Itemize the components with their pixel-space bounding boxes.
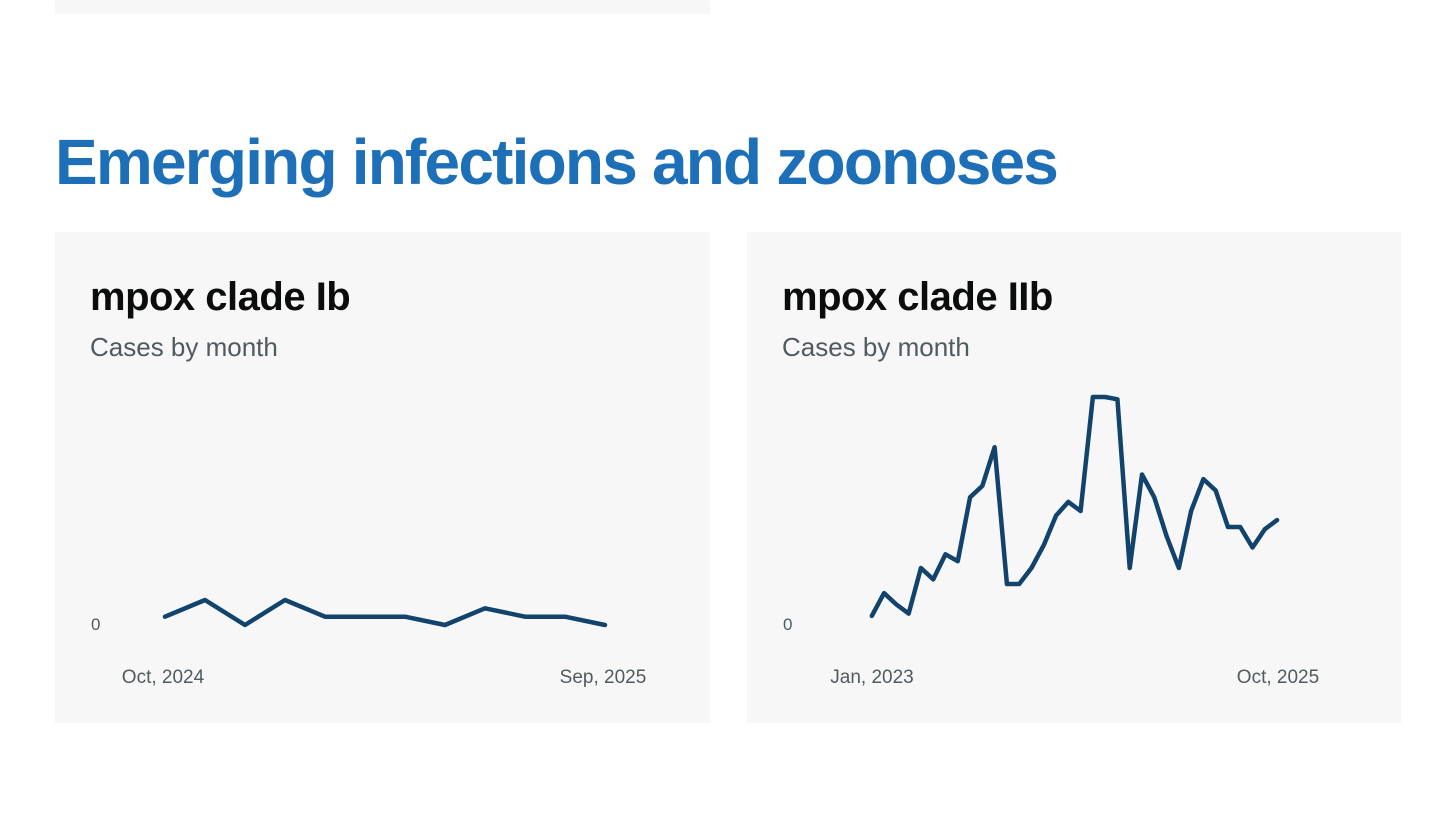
- x-axis-start-label: Jan, 2023: [830, 667, 914, 688]
- page-title: Emerging infections and zoonoses: [55, 126, 1059, 198]
- card-subtitle-cases-by-month: Cases by month: [90, 332, 278, 362]
- partial-card-above: [55, 0, 710, 14]
- y-axis-zero-label: 0: [783, 615, 793, 634]
- card-subtitle-cases-by-month: Cases by month: [782, 332, 970, 362]
- card-mpox-clade-iib[interactable]: mpox clade IIb Cases by month 0 Jan, 202…: [747, 232, 1401, 723]
- x-axis-end-label: Oct, 2025: [1236, 667, 1320, 688]
- line-chart-mpox-clade-ib: [162, 597, 608, 628]
- card-title-mpox-clade-ib: mpox clade Ib: [90, 275, 351, 319]
- line-chart-mpox-clade-iib: [869, 394, 1280, 619]
- card-title-mpox-clade-iib: mpox clade IIb: [782, 275, 1053, 319]
- x-axis-start-label: Oct, 2024: [121, 667, 205, 688]
- x-axis-end-label: Sep, 2025: [559, 667, 647, 688]
- y-axis-zero-label: 0: [91, 615, 101, 634]
- card-mpox-clade-ib[interactable]: mpox clade Ib Cases by month 0 Oct, 2024…: [55, 232, 710, 723]
